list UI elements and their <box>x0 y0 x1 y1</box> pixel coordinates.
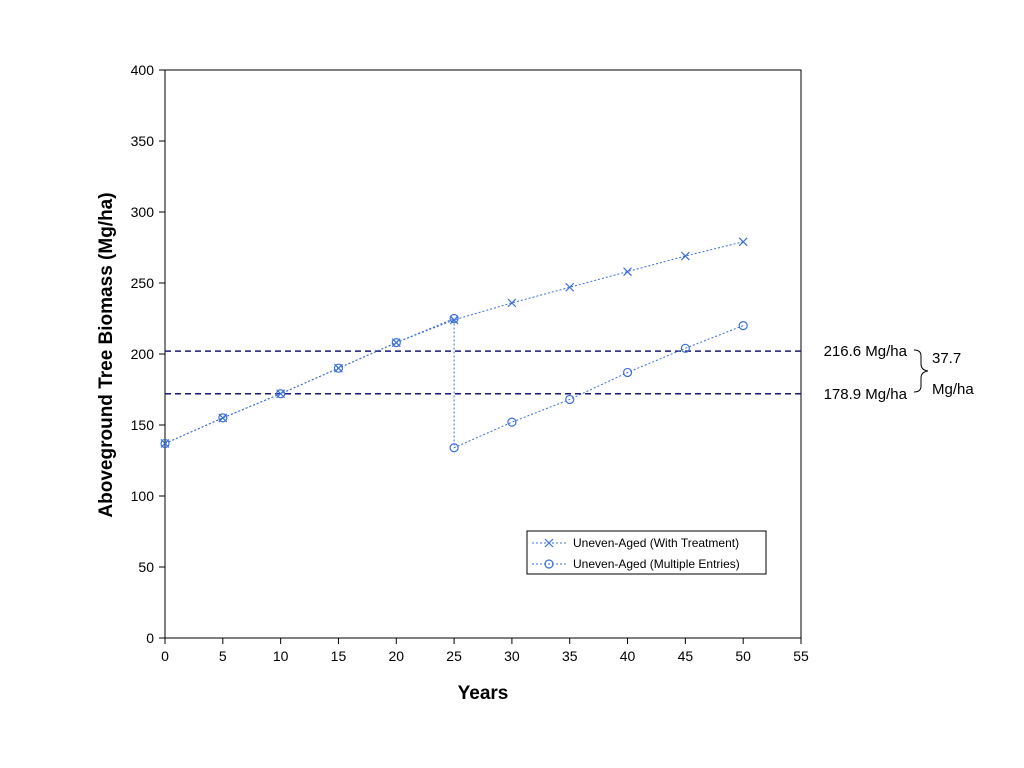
series-line <box>164 317 744 449</box>
legend-box <box>526 530 767 575</box>
axis-ticks: 0 5 10 15 20 25 30 35 40 45 50 55 0 50 100 150 200 250 300… <box>131 62 809 664</box>
x-tick-label: 10 <box>273 648 289 664</box>
bracket-brace <box>913 349 929 393</box>
series-2 <box>160 313 748 453</box>
legend-marker <box>544 559 554 569</box>
y-tick-label: 150 <box>131 417 155 433</box>
x-marker-glyph <box>544 538 554 548</box>
bracket-label-unit: Mg/ha <box>932 381 974 398</box>
legend: Uneven-Aged (With Treatment) Uneven-Aged … <box>526 530 767 575</box>
legend-label: Uneven-Aged (With Treatment) <box>573 536 739 550</box>
x-marker-glyph <box>565 282 575 292</box>
series-layer <box>160 237 748 453</box>
data-point <box>507 417 517 427</box>
y-tick-label: 0 <box>146 630 154 646</box>
y-tick-label: 100 <box>131 488 155 504</box>
y-tick-label: 50 <box>138 559 154 575</box>
data-point <box>449 313 459 324</box>
y-tick-label: 250 <box>131 275 155 291</box>
x-tick-label: 50 <box>735 648 751 664</box>
bracket-label-value: 37.7 <box>932 350 961 367</box>
y-tick-label: 350 <box>131 133 155 149</box>
data-point <box>738 237 748 247</box>
data-point <box>680 251 690 261</box>
x-tick-label: 15 <box>331 648 347 664</box>
data-point <box>680 343 690 353</box>
reference-lines: 216.6 Mg/ha 178.9 Mg/ha <box>165 343 908 403</box>
x-tick-label: 25 <box>446 648 462 664</box>
x-tick-label: 5 <box>219 648 227 664</box>
y-axis-title: Aboveground Tree Biomass (Mg/ha) <box>96 192 117 517</box>
difference-bracket: 37.7 Mg/ha <box>913 349 974 398</box>
data-point <box>738 321 748 331</box>
x-marker-glyph <box>623 267 632 277</box>
x-marker-glyph <box>507 298 517 308</box>
data-point <box>218 413 228 423</box>
y-tick-label: 200 <box>131 346 155 362</box>
x-tick-label: 35 <box>562 648 578 664</box>
x-tick-label: 55 <box>793 648 809 664</box>
x-tick-label: 30 <box>504 648 520 664</box>
data-point <box>449 443 459 453</box>
x-tick-label: 45 <box>678 648 694 664</box>
x-marker-glyph <box>680 251 690 261</box>
legend-marker <box>544 538 554 548</box>
reference-line-label: 216.6 Mg/ha <box>824 343 908 360</box>
x-tick-label: 0 <box>161 648 169 664</box>
legend-label: Uneven-Aged (Multiple Entries) <box>573 557 740 571</box>
data-point <box>622 367 633 378</box>
data-point <box>276 389 286 399</box>
y-tick-label: 300 <box>131 204 155 220</box>
data-point <box>391 338 401 348</box>
x-tick-label: 40 <box>620 648 636 664</box>
x-tick-label: 20 <box>388 648 404 664</box>
data-point <box>507 298 517 308</box>
x-marker-glyph <box>738 237 748 247</box>
data-point <box>565 394 575 405</box>
y-tick-label: 400 <box>131 62 155 78</box>
reference-line-label: 178.9 Mg/ha <box>824 386 908 403</box>
data-point <box>565 282 575 292</box>
x-axis-title: Years <box>458 683 509 704</box>
data-point <box>623 267 632 277</box>
data-point <box>160 438 170 449</box>
data-point <box>333 363 344 373</box>
